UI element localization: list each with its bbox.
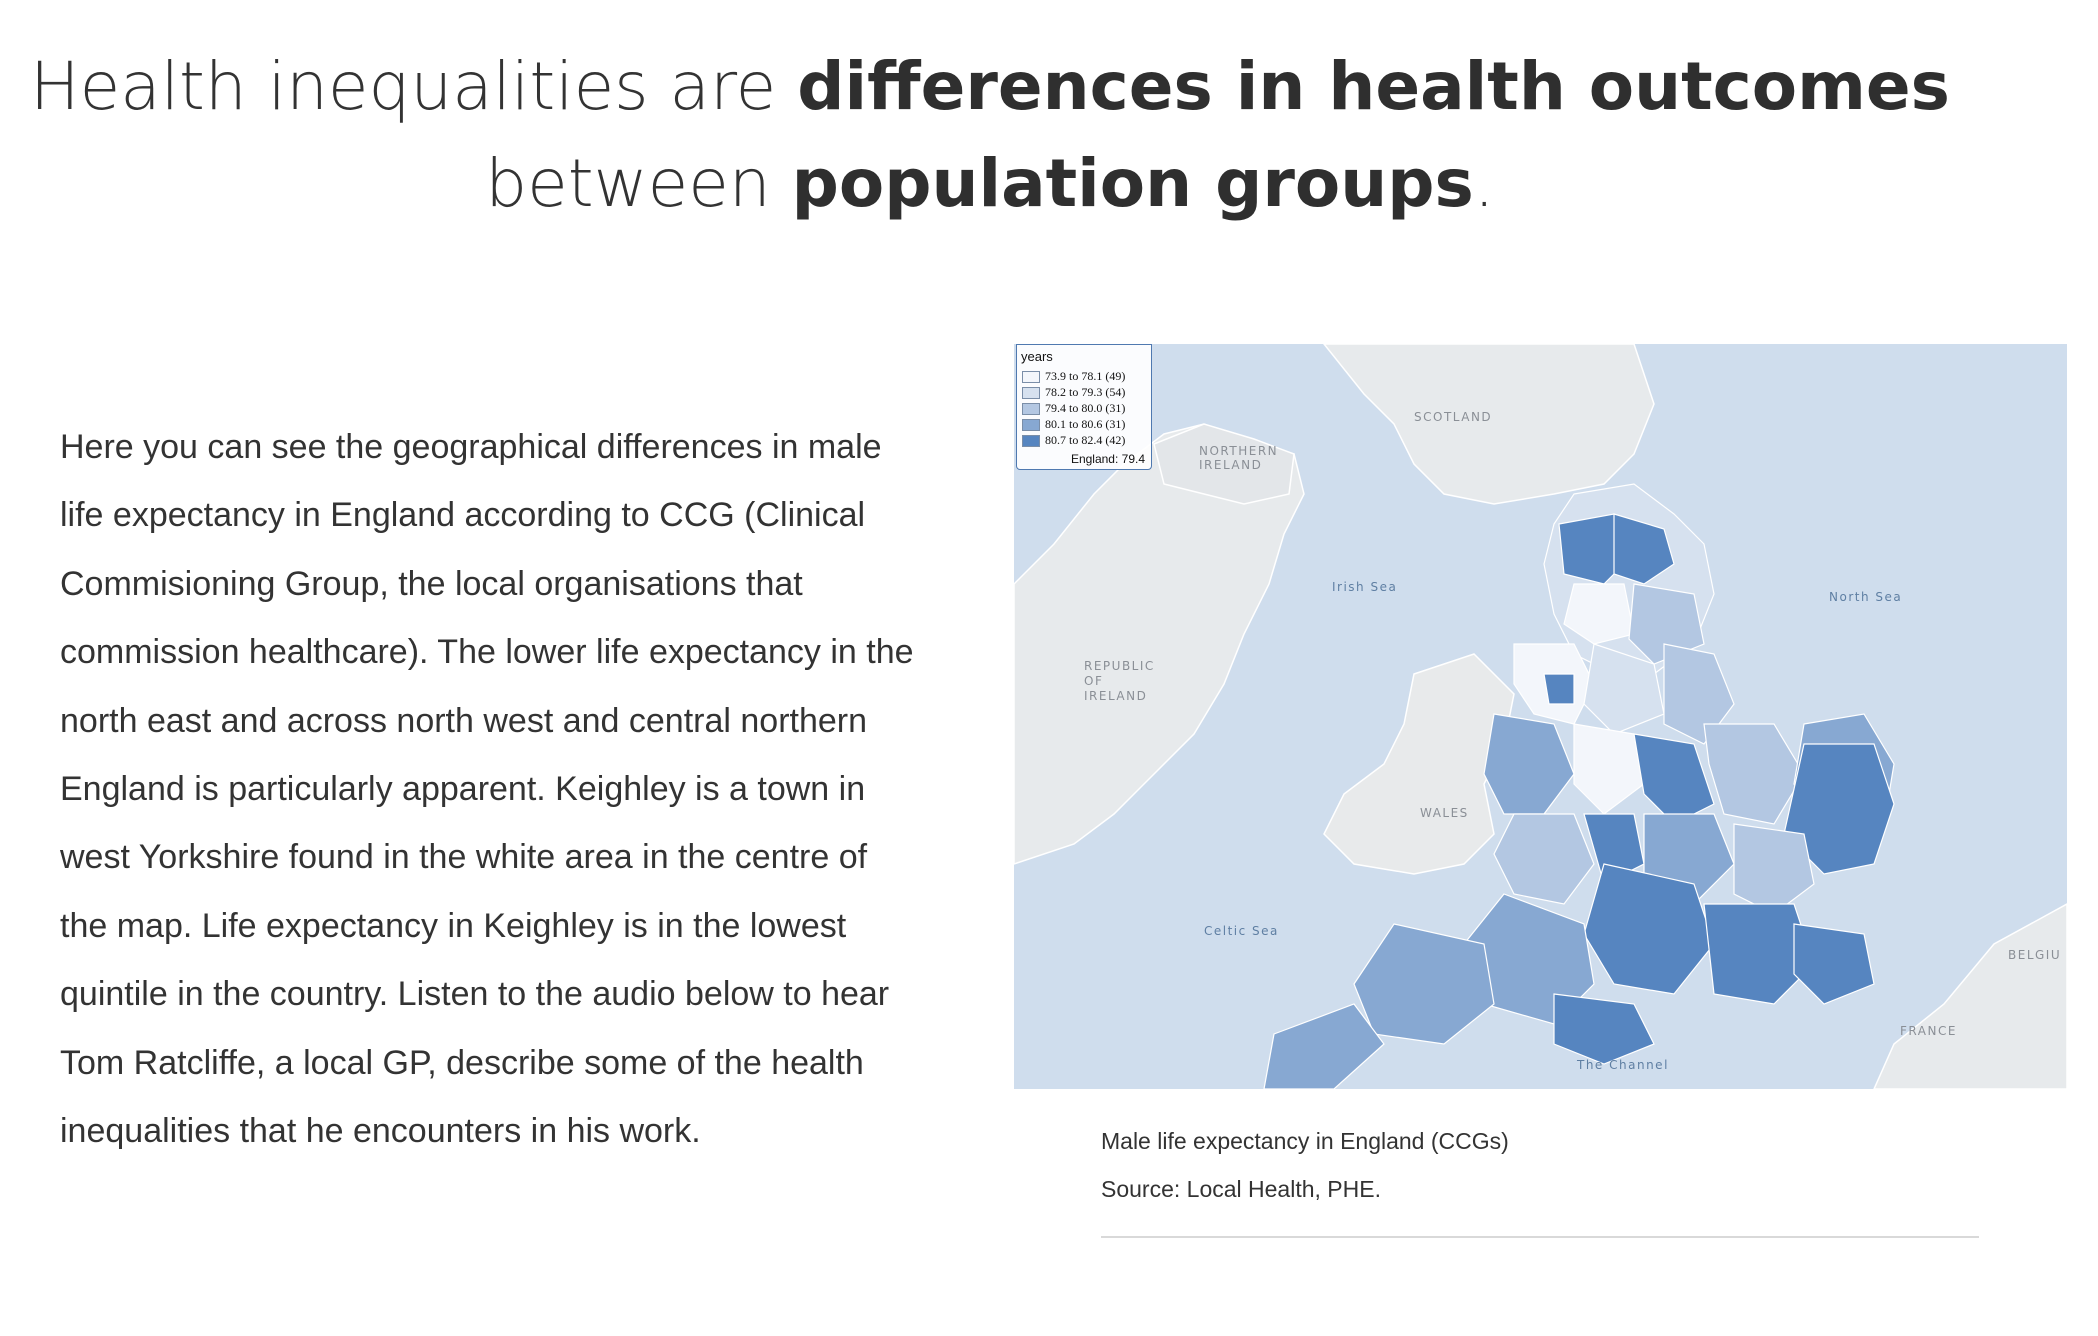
legend-item: 80.7 to 82.4 (42): [1022, 433, 1125, 448]
map-label-republic-of-ireland: IRELAND: [1084, 689, 1148, 703]
life-expectancy-map: years 73.9 to 78.1 (49) 78.2 to 79.3 (54…: [1014, 344, 2067, 1089]
france-landmass: [1873, 903, 2067, 1089]
legend-label: 80.7 to 82.4 (42): [1045, 433, 1126, 447]
map-label-celtic-sea: Celtic Sea: [1204, 924, 1279, 938]
map-label-belgium: BELGIU: [2008, 948, 2062, 962]
legend-label: 78.2 to 79.3 (54): [1045, 385, 1126, 399]
headline-text: Health inequalities are: [30, 48, 798, 125]
legend-item: 79.4 to 80.0 (31): [1022, 401, 1125, 416]
caption-divider: [1101, 1236, 1979, 1238]
headline-emphasis: population groups: [791, 145, 1474, 222]
legend-item: 78.2 to 79.3 (54): [1022, 385, 1125, 400]
legend-swatch: [1022, 419, 1040, 432]
headline-line-1: Health inequalities are differences in h…: [0, 38, 1980, 135]
legend-label: 73.9 to 78.1 (49): [1045, 369, 1126, 383]
legend-label: 79.4 to 80.0 (31): [1045, 401, 1126, 415]
description-paragraph: Here you can see the geographical differ…: [60, 428, 914, 1151]
map-legend: years 73.9 to 78.1 (49) 78.2 to 79.3 (54…: [1016, 344, 1152, 470]
legend-item: 80.1 to 80.6 (31): [1022, 417, 1125, 432]
headline-emphasis: differences in health outcomes: [797, 48, 1950, 125]
map-label-france: FRANCE: [1900, 1024, 1957, 1038]
headline: Health inequalities are differences in h…: [0, 38, 1980, 232]
legend-swatch: [1022, 403, 1040, 416]
legend-swatch: [1022, 387, 1040, 400]
northern-ireland-landmass: [1153, 423, 1295, 505]
wales-landmass: [1323, 653, 1515, 875]
map-label-wales: WALES: [1420, 806, 1469, 820]
legend-england-average: England: 79.4: [1070, 452, 1145, 466]
legend-item: 73.9 to 78.1 (49): [1022, 369, 1125, 384]
figure-caption-title: Male life expectancy in England (CCGs): [1101, 1128, 1509, 1154]
map-label-republic-of-ireland: REPUBLIC: [1084, 659, 1155, 673]
headline-line-2: between population groups.: [0, 135, 1980, 232]
map-label-northern-ireland: NORTHERN: [1199, 444, 1279, 458]
map-label-scotland: SCOTLAND: [1414, 410, 1493, 424]
legend-label: 80.1 to 80.6 (31): [1045, 417, 1126, 431]
legend-title: years: [1021, 349, 1053, 364]
map-graphic: [1014, 344, 2067, 1089]
figure-caption-source: Source: Local Health, PHE.: [1101, 1176, 1381, 1202]
legend-swatch: [1022, 371, 1040, 384]
headline-text: .: [1473, 145, 1495, 222]
map-label-irish-sea: Irish Sea: [1332, 580, 1398, 594]
map-label-the-channel: The Channel: [1577, 1058, 1669, 1072]
legend-swatch: [1022, 435, 1040, 448]
map-label-northern-ireland: IRELAND: [1199, 458, 1263, 472]
scotland-landmass: [1323, 344, 1655, 505]
map-label-north-sea: North Sea: [1829, 590, 1903, 604]
headline-text: between: [485, 145, 792, 222]
map-label-republic-of-ireland: OF: [1084, 674, 1104, 688]
